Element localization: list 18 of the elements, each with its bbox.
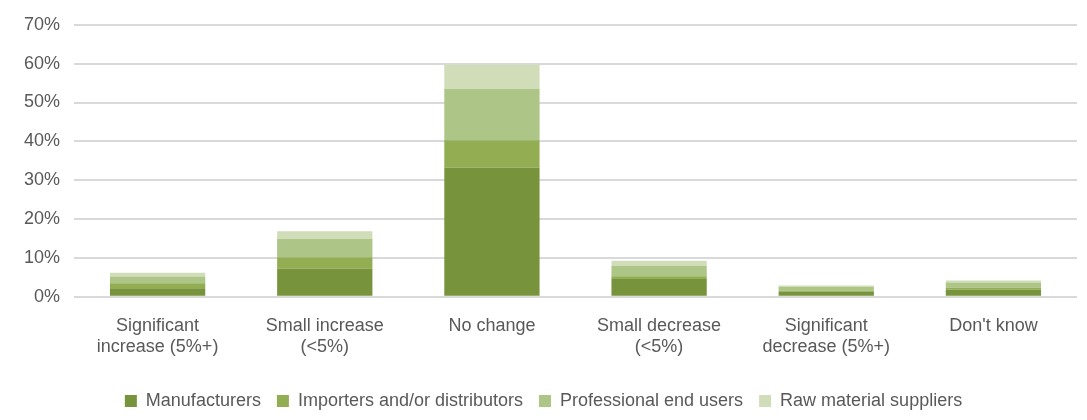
y-tick-label: 10%: [24, 246, 61, 267]
y-tick-label: 70%: [24, 13, 61, 34]
x-tick-label: Small decrease (<5%): [597, 314, 722, 357]
legend-label: Professional end users: [559, 389, 744, 410]
x-tick-label: No change: [448, 314, 536, 335]
x-tick-label: Small increase (<5%): [265, 314, 384, 357]
legend-label: Importers and/or distributors: [297, 389, 523, 410]
y-tick-label: 40%: [24, 130, 61, 151]
legend-label: Raw material suppliers: [780, 389, 963, 410]
y-tick-label: 50%: [24, 91, 61, 112]
y-tick-label: 60%: [24, 52, 61, 73]
x-tick-label: Significant decrease (5%+): [762, 314, 891, 357]
legend-label: Manufacturers: [145, 389, 261, 410]
y-tick-label: 30%: [24, 169, 61, 190]
y-tick-label: 0%: [34, 285, 61, 306]
y-tick-label: 20%: [24, 208, 61, 229]
x-tick-label: Significant increase (5%+): [96, 314, 219, 357]
x-tick-label: Don't know: [949, 314, 1039, 335]
